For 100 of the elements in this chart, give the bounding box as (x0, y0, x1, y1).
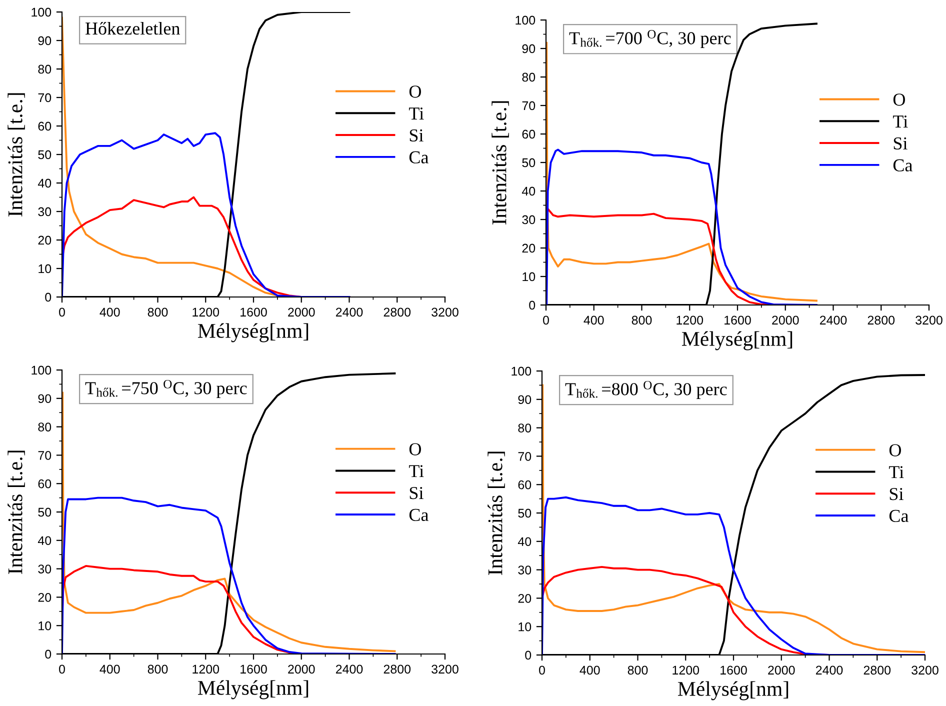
y-tick-label: 0 (525, 650, 532, 660)
x-tick-label: 2400 (820, 316, 847, 325)
y-tick-label: 70 (518, 452, 532, 461)
x-axis-title: Mélység[nm] (198, 323, 308, 342)
x-tick-label: 2400 (336, 664, 363, 674)
y-tick-label: 0 (45, 292, 52, 302)
legend-label: Si (890, 488, 904, 500)
x-tick-label: 1200 (192, 308, 220, 317)
x-tick-label: 2000 (288, 308, 315, 317)
y-tick-label: 90 (38, 394, 52, 404)
x-tick-label: 400 (584, 316, 604, 325)
legend-label: Ti (889, 466, 904, 478)
x-tick-label: 1600 (240, 664, 267, 674)
y-tick-label: 30 (522, 215, 536, 224)
x-tick-label: 0 (59, 664, 65, 674)
x-tick-label: 3200 (916, 316, 942, 325)
x-tick-label: 400 (100, 664, 120, 674)
legend-label: Ca (889, 510, 908, 522)
y-tick-label: 30 (518, 566, 532, 574)
legend-label: Ca (409, 508, 428, 522)
x-tick-label: 1200 (192, 664, 220, 674)
x-tick-label: 2000 (288, 664, 315, 674)
x-tick-label: 2000 (768, 666, 795, 675)
x-tick-label: 0 (543, 316, 549, 325)
x-tick-label: 2800 (864, 666, 891, 675)
y-tick-label: 100 (32, 8, 52, 17)
y-tick-label: 60 (38, 479, 52, 488)
y-tick-label: 100 (512, 366, 532, 376)
legend-label: O (889, 444, 901, 456)
y-tick-label: 50 (522, 158, 536, 168)
x-tick-label: 0 (59, 308, 65, 317)
y-tick-label: 70 (38, 93, 52, 102)
y-tick-label: 80 (38, 64, 52, 74)
x-axis-title: Mélység[nm] (682, 331, 792, 350)
y-tick-label: 0 (529, 300, 536, 310)
legend-label: O (409, 86, 421, 98)
y-tick-label: 60 (38, 122, 52, 131)
legend-label: Ca (893, 159, 912, 172)
y-tick-label: 60 (518, 480, 532, 490)
x-tick-label: 2000 (772, 316, 799, 325)
y-tick-label: 40 (38, 178, 52, 188)
x-tick-label: 400 (100, 308, 120, 317)
x-tick-label: 800 (632, 316, 652, 325)
legend-label: Ti (409, 107, 424, 120)
legend-label: O (893, 94, 905, 106)
y-tick-label: 0 (45, 650, 52, 659)
y-tick-label: 80 (522, 72, 536, 82)
legend-label: Ti (893, 115, 908, 128)
x-tick-label: 2400 (816, 666, 843, 675)
y-tick-label: 60 (522, 130, 536, 139)
x-axis-title: Mélység[nm] (678, 681, 788, 700)
x-tick-label: 1200 (676, 316, 704, 325)
y-tick-label: 20 (38, 236, 52, 245)
y-tick-label: 50 (518, 508, 532, 518)
legend-label: Si (894, 137, 908, 150)
y-axis-title: Intenzitás [t.e.] (492, 101, 509, 225)
y-tick-label: 90 (522, 44, 536, 54)
chart-title: Hőkezeletlen (86, 22, 180, 35)
text: T$_{hők.}$=700 $^{O}$C, 30 perc (569, 30, 731, 48)
text: T$_{hők.}$=750 $^{O}$C, 30 perc (85, 380, 247, 398)
x-axis-title: Mélység[nm] (198, 680, 308, 700)
y-tick-label: 100 (516, 16, 536, 25)
y-tick-label: 10 (522, 272, 536, 282)
y-tick-label: 70 (38, 451, 52, 460)
legend-label: O (409, 443, 421, 456)
legend-label: Ti (409, 465, 424, 478)
x-tick-label: 2400 (336, 308, 363, 317)
y-axis-title: Intenzitás [t.e.] (8, 93, 25, 217)
x-tick-label: 3200 (912, 666, 938, 675)
x-tick-label: 1600 (724, 316, 751, 325)
x-tick-label: 0 (539, 666, 545, 675)
legend-label: Si (410, 486, 424, 500)
y-tick-label: 50 (38, 150, 52, 160)
x-tick-label: 1600 (240, 308, 267, 317)
line-series (546, 148, 818, 305)
y-axis-title: Intenzitás [t.e.] (488, 452, 505, 576)
x-tick-label: 800 (148, 664, 168, 674)
y-tick-label: 80 (518, 424, 532, 432)
y-tick-label: 90 (38, 36, 52, 46)
x-tick-label: 800 (628, 666, 648, 675)
x-tick-label: 1200 (672, 666, 700, 675)
line-series (62, 496, 396, 654)
x-tick-label: 800 (148, 308, 168, 317)
legend-label: Ca (409, 151, 428, 164)
y-tick-label: 10 (518, 622, 532, 632)
y-tick-label: 30 (38, 564, 52, 574)
x-tick-label: 1600 (720, 666, 747, 675)
y-tick-label: 100 (32, 366, 52, 375)
x-tick-label: 3200 (432, 664, 458, 674)
y-tick-label: 20 (38, 593, 52, 602)
y-tick-label: 40 (38, 536, 52, 546)
x-tick-label: 400 (580, 666, 600, 675)
y-tick-label: 90 (518, 395, 532, 404)
y-tick-label: 40 (522, 186, 536, 196)
y-tick-label: 10 (38, 621, 52, 630)
legend-label: Si (410, 129, 424, 142)
y-tick-label: 70 (522, 101, 536, 110)
y-tick-label: 20 (518, 594, 532, 603)
x-tick-label: 2800 (384, 308, 411, 317)
y-tick-label: 40 (518, 537, 532, 546)
